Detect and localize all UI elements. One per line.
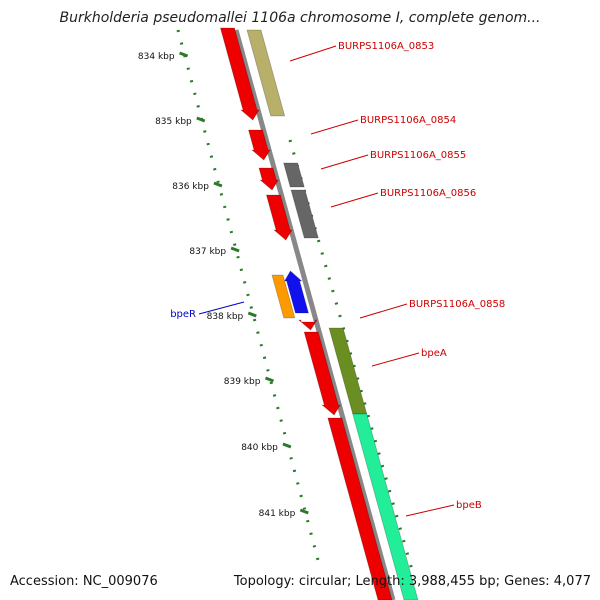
ruler-tick-label: 841 kbp (259, 509, 296, 519)
cds-bpea-red-arrow (303, 331, 342, 416)
ruler-tick-label: 838 kbp (207, 312, 244, 322)
ruler-tick (213, 181, 223, 188)
ruler-tick (299, 508, 309, 515)
ruler-tick (264, 376, 274, 383)
map-title: Burkholderia pseudomallei 1106a chromoso… (59, 10, 541, 26)
ruler-tick-label: 837 kbp (189, 247, 226, 257)
ruler-tick-label: 839 kbp (224, 377, 261, 387)
bper-orange-shape (271, 274, 296, 319)
cds-0854-red-arrow (248, 129, 271, 161)
ruler-tick-label: 835 kbp (155, 117, 192, 127)
gene-label-leader-line (405, 504, 455, 517)
feature-tracks (219, 27, 419, 600)
gene-label-leader-line (320, 154, 369, 170)
gene-label-leaders: BURPS1106A_0853 BURPS1106A_0854 BURPS1106A… (170, 41, 505, 517)
chromosome-backbone (233, 29, 396, 600)
accession-text: Accession: NC_009076 (10, 574, 158, 589)
gene-label[interactable]: BURPS1106A_0853 (338, 41, 434, 52)
gene-label[interactable]: bpeB (456, 500, 482, 511)
gene-label-leader-line (330, 192, 379, 208)
gene-label[interactable]: bpeA (421, 348, 447, 359)
gene-label[interactable]: BURPS1106A_0856 (380, 188, 476, 199)
topology-summary: Topology: circular; Length: 3,988,455 bp… (233, 574, 591, 589)
gene-0853-shape (246, 29, 286, 117)
ruler-tick-label: 834 kbp (138, 52, 175, 62)
cds-0858-red-arrow (297, 319, 318, 331)
gene-bpeb-shape (352, 413, 419, 600)
ruler-tick (179, 51, 189, 58)
gene-0856-shape (290, 189, 319, 239)
ruler-tick-label: 840 kbp (241, 443, 278, 453)
gene-label-leader-line (371, 352, 420, 367)
gene-bper-shape (283, 270, 309, 314)
cds-bpeb-red-strip (327, 417, 393, 600)
ruler-tick (196, 116, 206, 123)
gene-0855-shape (283, 162, 305, 188)
ruler-tick (247, 311, 257, 318)
gene-label-leader-line (198, 301, 245, 315)
gene-label[interactable]: BURPS1106A_0858 (409, 299, 505, 310)
gene-label[interactable]: BURPS1106A_0855 (370, 150, 466, 161)
gene-label-leader-line (359, 303, 408, 319)
cds-0856-red-arrow (265, 194, 293, 241)
ruler-tick-labels: 834 kbp 835 kbp 836 kbp 837 kbp 838 kbp 839 k… (138, 51, 309, 519)
gene-label[interactable]: bpeR (170, 309, 196, 320)
gene-label-leader-line (289, 45, 337, 62)
ruler-tick (282, 442, 292, 449)
gene-label[interactable]: BURPS1106A_0854 (360, 115, 456, 126)
cds-0855-red-arrow (258, 167, 280, 191)
ruler-tick-label: 836 kbp (172, 182, 209, 192)
gene-label-leader-line (310, 119, 359, 135)
ruler-tick (230, 246, 240, 253)
cds-0853-red-arrow (219, 27, 260, 121)
